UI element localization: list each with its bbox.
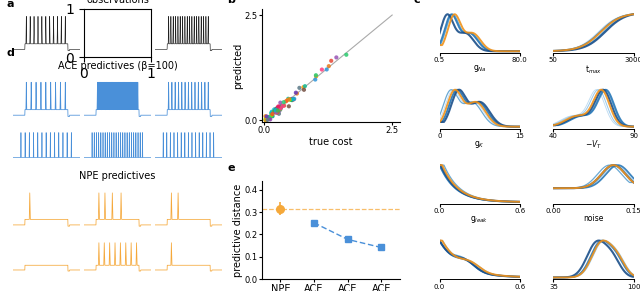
Point xyxy=(311,73,321,78)
X-axis label: g$_{Na}$: g$_{Na}$ xyxy=(473,63,486,74)
Point xyxy=(321,67,332,72)
Point xyxy=(289,97,300,101)
X-axis label: true cost: true cost xyxy=(309,137,353,147)
Point xyxy=(271,107,282,111)
Point xyxy=(265,114,275,119)
Point xyxy=(273,107,283,111)
Point xyxy=(275,107,285,112)
Point xyxy=(317,67,327,72)
Point xyxy=(262,116,273,121)
Point xyxy=(261,114,271,119)
Point xyxy=(291,91,301,95)
Point xyxy=(268,112,278,116)
Point xyxy=(273,104,284,109)
Text: ACE predictives (β=100): ACE predictives (β=100) xyxy=(58,61,177,71)
Point xyxy=(274,104,284,109)
Point xyxy=(298,85,308,89)
Point xyxy=(341,52,351,57)
Point xyxy=(278,100,289,104)
Point xyxy=(274,111,284,116)
Point xyxy=(260,118,271,123)
X-axis label: g$_M$: g$_M$ xyxy=(474,290,485,291)
Point xyxy=(272,106,282,110)
Point xyxy=(284,104,294,109)
Point xyxy=(271,108,281,113)
Point xyxy=(332,55,342,60)
Point xyxy=(266,113,276,118)
Point xyxy=(268,114,278,118)
Title: observations: observations xyxy=(86,0,149,5)
X-axis label: g$_{leak}$: g$_{leak}$ xyxy=(470,214,489,225)
Point xyxy=(282,98,292,102)
Point xyxy=(287,98,297,102)
Point xyxy=(269,107,279,112)
Point xyxy=(286,97,296,102)
Point xyxy=(264,116,275,121)
Point xyxy=(279,103,289,108)
Point xyxy=(264,115,274,120)
Point xyxy=(271,107,282,111)
Point xyxy=(276,103,287,108)
Point xyxy=(287,97,297,101)
Text: e: e xyxy=(227,163,235,173)
Point xyxy=(275,109,285,113)
Point xyxy=(310,77,321,82)
Text: a: a xyxy=(6,0,13,9)
Point xyxy=(260,117,271,122)
Y-axis label: predictive distance: predictive distance xyxy=(233,183,243,277)
Point xyxy=(326,58,337,63)
Point xyxy=(289,97,299,102)
Point xyxy=(269,109,279,114)
X-axis label: $-V_T$: $-V_T$ xyxy=(585,139,602,151)
Text: d: d xyxy=(6,48,14,58)
Point xyxy=(283,96,293,101)
X-axis label: $-E_{leak}$: $-E_{leak}$ xyxy=(581,290,606,291)
Point xyxy=(324,64,334,68)
Point xyxy=(266,111,276,116)
Point xyxy=(272,110,282,115)
Point xyxy=(275,106,285,111)
X-axis label: g$_K$: g$_K$ xyxy=(474,139,485,150)
Text: c: c xyxy=(414,0,420,5)
Y-axis label: predicted: predicted xyxy=(233,42,243,89)
Point xyxy=(267,109,277,114)
Point xyxy=(272,111,282,115)
Point xyxy=(264,114,275,119)
Point xyxy=(285,97,295,102)
Point xyxy=(261,116,271,121)
Point xyxy=(294,86,305,90)
Point xyxy=(269,109,280,113)
Point xyxy=(300,84,310,88)
Point xyxy=(271,110,281,115)
Point xyxy=(261,118,271,123)
Point xyxy=(268,112,278,116)
Point xyxy=(269,109,280,113)
X-axis label: noise: noise xyxy=(583,214,604,223)
Point xyxy=(276,105,286,110)
Point xyxy=(299,88,309,92)
Point xyxy=(273,105,283,110)
Point xyxy=(261,118,271,123)
Point xyxy=(269,109,280,114)
X-axis label: t$_{max}$: t$_{max}$ xyxy=(585,63,602,76)
Point xyxy=(292,91,302,96)
Point xyxy=(275,100,285,105)
Point xyxy=(278,104,288,108)
Point xyxy=(311,74,321,79)
Point xyxy=(289,97,299,102)
Point xyxy=(284,97,294,102)
Point xyxy=(262,118,273,122)
Text: b: b xyxy=(227,0,236,5)
Point xyxy=(260,114,271,118)
Text: NPE predictives: NPE predictives xyxy=(79,171,156,181)
Point xyxy=(273,108,283,113)
Point xyxy=(281,99,291,104)
Point xyxy=(265,117,275,122)
Point xyxy=(273,108,284,113)
